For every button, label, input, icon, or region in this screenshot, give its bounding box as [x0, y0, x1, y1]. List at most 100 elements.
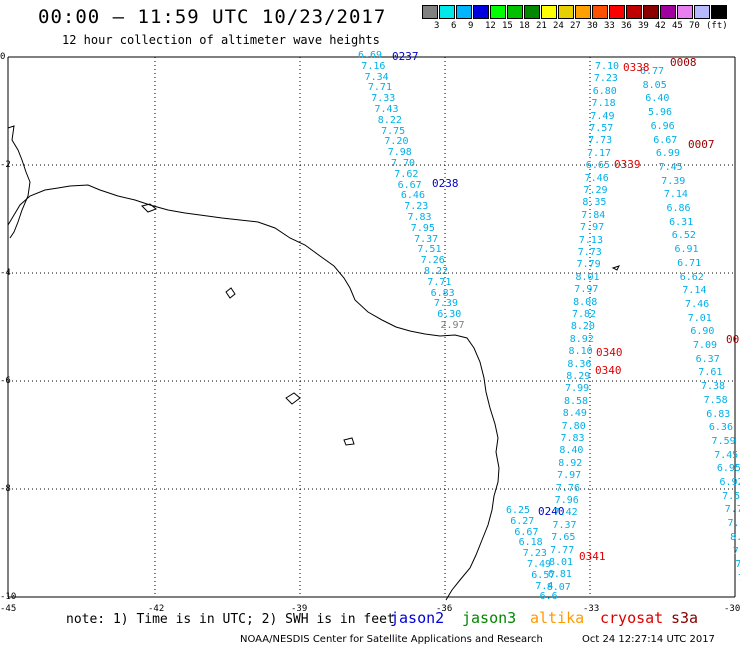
wave-height: 8.01 — [575, 271, 600, 283]
wave-height: 7.37 — [552, 519, 577, 531]
scale-swatch — [643, 5, 659, 19]
wave-height: 6.91 — [674, 244, 699, 256]
wave-height: 8.20 — [570, 321, 595, 333]
wave-height: 7.23 — [404, 201, 429, 213]
scale-swatch — [694, 5, 710, 19]
wave-height: 7.4 — [535, 580, 554, 592]
wave-height: 6.57 — [531, 569, 556, 581]
wave-height: 5.96 — [647, 107, 673, 119]
wave-height: 7.84 — [581, 209, 606, 221]
lat-label: -8 — [0, 484, 11, 494]
wave-height: 7.80 — [561, 420, 586, 432]
wave-height: 8.08 — [573, 296, 598, 308]
island — [611, 265, 620, 271]
wave-height: 7.14 — [663, 189, 688, 201]
wave-height: 7.96 — [554, 495, 579, 506]
wave-height: 6.83 — [430, 287, 455, 299]
wave-height: 6.67 — [653, 134, 678, 146]
wave-height: 6.18 — [518, 537, 543, 549]
wave-height: 7.23 — [522, 548, 547, 560]
footer-note: note: 1) Time is in UTC; 2) SWH is in fe… — [66, 612, 395, 627]
wave-height: 7.42 — [553, 507, 578, 519]
pass-time: 0341 — [579, 550, 606, 563]
map-subtitle: 12 hour collection of altimeter wave hei… — [62, 33, 380, 47]
credit-text: NOAA/NESDIS Center for Satellite Applica… — [240, 634, 543, 645]
wave-height: 6.67 — [397, 179, 422, 191]
scale-label: 70 — [689, 21, 700, 31]
wave-height: 7.95 — [410, 222, 435, 234]
wave-height: 7.99 — [565, 383, 590, 395]
wave-height: 7.2 — [738, 573, 740, 584]
legend-item-s3a: s3a — [671, 609, 699, 627]
scale-label: 12 — [485, 21, 496, 31]
wave-height: 6.40 — [645, 93, 670, 105]
wave-height: 7.62 — [394, 168, 419, 180]
scale-label: 42 — [655, 21, 666, 31]
wave-height: 7.71 — [367, 82, 392, 94]
lat-label: 0 — [0, 52, 6, 62]
island — [343, 437, 355, 446]
coastline — [7, 184, 500, 601]
wave-height: 6.52 — [671, 230, 696, 242]
wave-height: 7.20 — [384, 136, 409, 148]
lon-label: -33 — [583, 604, 600, 614]
legend-item-cryosat: cryosat — [600, 609, 664, 627]
wave-height: 6.77 — [640, 66, 665, 77]
lat-label: -10 — [0, 592, 17, 602]
scale-swatch — [541, 5, 557, 19]
wave-height: 7.13 — [578, 234, 603, 246]
wave-height: 7.01 — [687, 312, 712, 324]
scale-label: 3 — [434, 21, 440, 31]
pass-time: 0238 — [432, 177, 459, 190]
wave-height: 7.46 — [685, 298, 710, 310]
wave-height: 6.25 — [506, 505, 531, 516]
wave-height: 6.37 — [695, 353, 720, 365]
wave-height: 8.40 — [559, 445, 584, 457]
wave-height: 6.69 — [358, 50, 383, 61]
wave-height: 7.09 — [693, 340, 718, 351]
scale-label: 36 — [621, 21, 632, 31]
wave-height: 7.79 — [576, 259, 601, 271]
wave-height: 7.72 — [724, 504, 740, 516]
wave-height: 7.39 — [433, 298, 458, 310]
wave-height: 7.65 — [551, 532, 576, 544]
scale-swatch — [422, 5, 438, 19]
scale-label: 45 — [672, 21, 683, 31]
wave-height: 7.14 — [682, 285, 707, 297]
lat-label: -6 — [0, 376, 11, 386]
wave-height: 6.27 — [510, 515, 535, 527]
scale-swatch — [609, 5, 625, 19]
wave-height: 7.4 — [727, 518, 740, 530]
scale-label: 6 — [451, 21, 457, 31]
wave-height: 8.58 — [563, 395, 589, 407]
wave-height: 6.80 — [592, 85, 617, 97]
wave-height: 7.23 — [593, 73, 618, 85]
scale-label: 30 — [587, 21, 598, 31]
wave-height: 7.82 — [572, 309, 597, 320]
wave-height: 8.22 — [424, 266, 449, 277]
wave-height: 8.10 — [568, 346, 593, 358]
lat-label: -4 — [0, 268, 11, 278]
wave-height: 7.43 — [374, 104, 399, 115]
wave-height: 7.97 — [574, 284, 599, 296]
pass-time: 0007 — [688, 138, 715, 151]
wave-height: 7.49 — [590, 110, 615, 122]
scale-swatch — [490, 5, 506, 19]
wave-height: 8.05 — [642, 79, 667, 91]
wave-height: 8.22 — [377, 114, 402, 126]
wave-height: 6.99 — [655, 148, 680, 160]
wave-height: 6.95 — [716, 463, 740, 475]
wave-height: 7.77 — [550, 544, 575, 556]
wave-height: 8.29 — [566, 371, 591, 382]
scale-label: 39 — [638, 21, 649, 31]
scale-label: 21 — [536, 21, 547, 31]
scale-label: 24 — [553, 21, 564, 31]
wave-height: 7.34 — [364, 71, 389, 83]
wave-height: 6.86 — [666, 203, 691, 214]
wave-height: 8.36 — [567, 358, 592, 370]
wave-height: 6.96 — [650, 120, 675, 132]
wave-height: 7.83 — [407, 212, 432, 223]
wave-height: 7.10 — [595, 61, 620, 72]
scale-swatch — [626, 5, 642, 19]
wave-height: 6.6 — [539, 591, 558, 603]
